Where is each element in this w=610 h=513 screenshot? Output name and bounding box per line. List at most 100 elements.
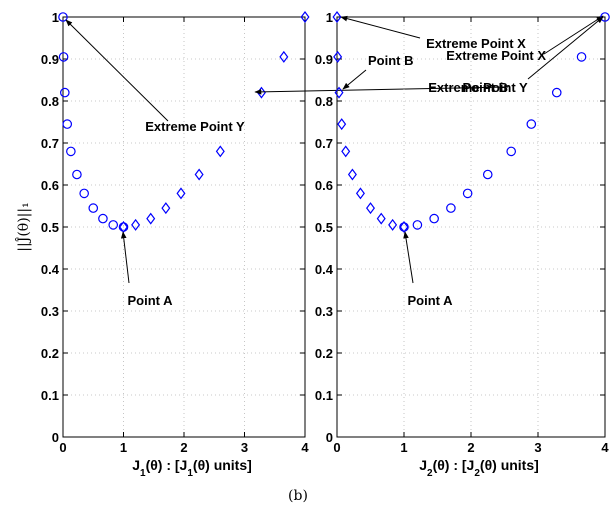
x-axis-label-part: (θ) units] bbox=[480, 457, 539, 473]
data-point-circle bbox=[72, 169, 82, 180]
data-point-diamond bbox=[347, 168, 357, 181]
x-tick-label: 0 bbox=[59, 440, 66, 455]
data-point-circle bbox=[576, 52, 587, 62]
y-tick-label: 0.2 bbox=[41, 346, 59, 361]
data-point-diamond bbox=[333, 50, 343, 63]
y-tick-label: 0.9 bbox=[41, 52, 59, 67]
annotation-arrow bbox=[254, 86, 509, 95]
data-point-circle bbox=[462, 188, 473, 199]
y-tick-label: 0.3 bbox=[41, 304, 59, 319]
data-point-diamond bbox=[341, 145, 351, 158]
data-point-circle bbox=[399, 222, 409, 232]
y-tick-label: 0.4 bbox=[41, 262, 60, 277]
annotation-label: Extreme Point Y bbox=[145, 119, 245, 134]
y-tick-label: 0.7 bbox=[41, 136, 59, 151]
data-point-diamond bbox=[300, 11, 310, 23]
data-point-circle bbox=[60, 87, 70, 98]
x-axis-label-subscript: 2 bbox=[474, 468, 480, 479]
data-point-diamond bbox=[279, 50, 289, 63]
y-tick-label: 0.7 bbox=[315, 136, 333, 151]
annotation-label: Point A bbox=[127, 293, 173, 308]
x-axis-label-subscript: 1 bbox=[140, 468, 146, 479]
data-point-diamond bbox=[161, 202, 171, 215]
annotation-label: Point B bbox=[463, 80, 509, 95]
x-axis-label-subscript: 1 bbox=[187, 468, 193, 479]
data-point-circle bbox=[551, 87, 562, 98]
y-tick-label: 0.3 bbox=[315, 304, 333, 319]
data-point-diamond bbox=[146, 212, 156, 225]
y-tick-label: 0 bbox=[326, 430, 333, 445]
annotation-arrow bbox=[120, 231, 130, 284]
data-point-circle bbox=[88, 203, 99, 213]
y-tick-label: 0.1 bbox=[41, 388, 59, 403]
annotation-arrow bbox=[65, 19, 169, 122]
x-axis-label-part: (θ) : [J bbox=[433, 457, 475, 473]
data-point-diamond bbox=[332, 11, 342, 23]
y-tick-label: 1 bbox=[326, 10, 333, 25]
y-tick-label: 0.4 bbox=[315, 262, 334, 277]
data-point-diamond bbox=[176, 187, 186, 200]
annotation-label: Extreme Point Y bbox=[428, 80, 528, 95]
y-tick-label: 0.8 bbox=[41, 94, 59, 109]
x-tick-label: 4 bbox=[601, 440, 609, 455]
y-tick-label: 0.5 bbox=[315, 220, 333, 235]
data-point-circle bbox=[526, 119, 537, 129]
data-point-circle bbox=[62, 119, 73, 129]
y-tick-label: 1 bbox=[52, 10, 59, 25]
annotation-label: Point B bbox=[368, 53, 414, 68]
data-point-circle bbox=[108, 220, 119, 230]
x-axis-label-part: (θ) : [J bbox=[146, 457, 188, 473]
chart-panel-left: 0 1 2 3 400.10.20.30.40.50.60.70.80.91J1(θ) … bbox=[41, 10, 604, 479]
annotation-label: Point A bbox=[407, 293, 453, 308]
x-tick-label: 3 bbox=[534, 440, 541, 455]
data-point-diamond bbox=[131, 218, 141, 231]
x-tick-label: 1 bbox=[400, 440, 407, 455]
y-tick-label: 0.6 bbox=[41, 178, 59, 193]
x-axis-label-subscript: 2 bbox=[427, 468, 433, 479]
data-point-diamond bbox=[388, 218, 398, 231]
x-axis-label-part: J bbox=[419, 457, 427, 473]
x-axis-label: J1(θ) : [J1(θ) units] bbox=[132, 457, 252, 479]
data-point-diamond bbox=[334, 86, 344, 99]
annotation-label: Extreme Point X bbox=[426, 36, 526, 51]
x-tick-label: 1 bbox=[120, 440, 127, 455]
data-point-diamond bbox=[256, 86, 266, 99]
y-tick-label: 0.2 bbox=[315, 346, 333, 361]
x-tick-label: 4 bbox=[301, 440, 309, 455]
annotation-arrow bbox=[342, 69, 367, 90]
annotation-arrow bbox=[527, 16, 604, 80]
data-point-circle bbox=[412, 220, 423, 230]
data-point-diamond bbox=[337, 118, 347, 131]
data-point-diamond bbox=[355, 187, 365, 200]
data-point-circle bbox=[66, 146, 76, 157]
y-axis-label: ||Ĵ(θ)||₁ bbox=[14, 202, 32, 251]
chart-panel-right: 0 1 2 3 400.10.20.30.40.50.60.70.80.91J2(θ) … bbox=[315, 10, 610, 479]
y-tick-label: 0 bbox=[52, 430, 59, 445]
data-point-diamond bbox=[376, 212, 386, 225]
data-point-circle bbox=[58, 12, 68, 22]
data-point-diamond bbox=[194, 168, 204, 181]
data-point-diamond bbox=[215, 145, 225, 158]
x-axis-label-part: (θ) units] bbox=[193, 457, 252, 473]
data-point-circle bbox=[506, 146, 516, 157]
figure-caption: (b) bbox=[288, 488, 308, 504]
data-point-circle bbox=[58, 52, 69, 62]
y-tick-label: 0.6 bbox=[315, 178, 333, 193]
x-axis-label: J2(θ) : [J2(θ) units] bbox=[419, 457, 539, 479]
y-tick-label: 0.8 bbox=[315, 94, 333, 109]
data-point-circle bbox=[429, 213, 439, 224]
x-tick-label: 3 bbox=[241, 440, 248, 455]
annotation-arrow bbox=[403, 231, 414, 284]
y-tick-label: 0.5 bbox=[41, 220, 59, 235]
y-tick-label: 0.1 bbox=[315, 388, 333, 403]
data-point-circle bbox=[482, 169, 493, 180]
y-tick-label: 0.9 bbox=[315, 52, 333, 67]
annotation-arrow bbox=[543, 15, 604, 55]
x-tick-label: 2 bbox=[467, 440, 474, 455]
data-point-circle bbox=[446, 203, 456, 213]
x-axis-label-part: J bbox=[132, 457, 140, 473]
data-point-circle bbox=[98, 213, 108, 224]
data-point-circle bbox=[79, 188, 89, 199]
x-tick-label: 2 bbox=[180, 440, 187, 455]
